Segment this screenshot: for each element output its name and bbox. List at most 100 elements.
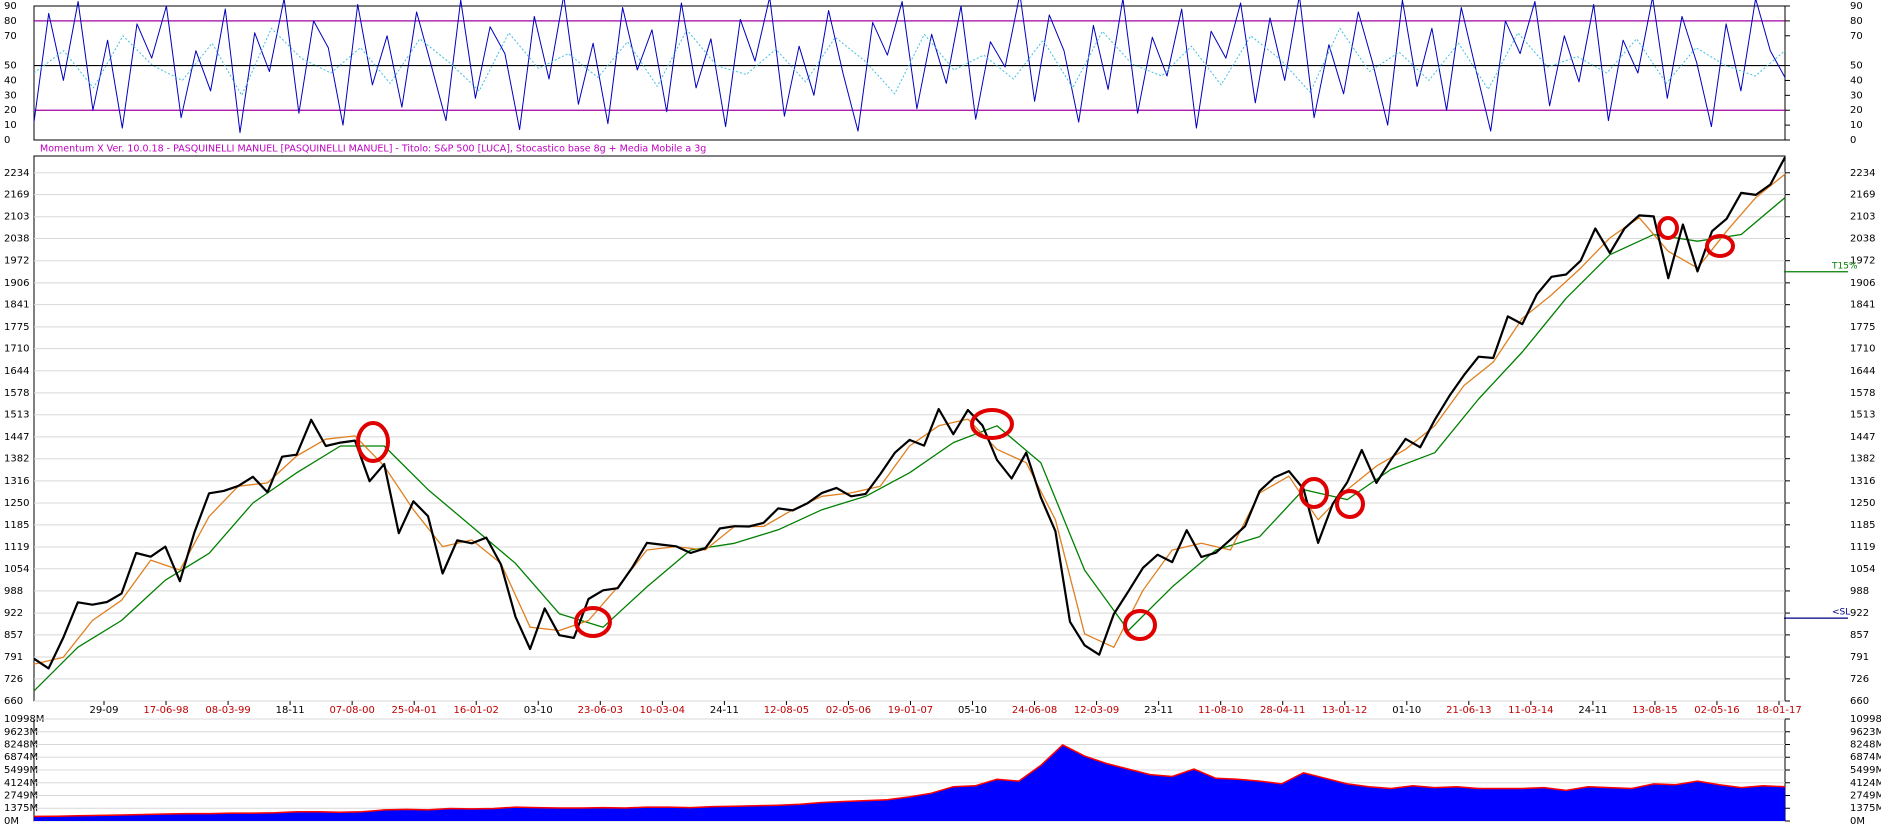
y-tick-label: 1250 bbox=[4, 498, 29, 509]
y-tick-label: 5499M bbox=[4, 765, 38, 776]
x-tick-label: 24-11 bbox=[710, 705, 739, 716]
y-tick-label: 1119 bbox=[4, 542, 29, 553]
y-tick-label: 857 bbox=[4, 630, 23, 641]
x-tick-label: 18-11 bbox=[276, 705, 305, 716]
y-tick-label-right: 0 bbox=[1850, 135, 1856, 146]
series-line bbox=[33, 156, 1786, 670]
y-tick-label: 10 bbox=[4, 120, 17, 131]
y-tick-label-right: 5499M bbox=[1850, 765, 1881, 776]
y-tick-label: 0M bbox=[4, 816, 19, 825]
x-tick-label: 17-06-98 bbox=[143, 705, 188, 716]
y-tick-label: 1775 bbox=[4, 322, 29, 333]
y-tick-label: 1644 bbox=[4, 366, 29, 377]
y-tick-label-right: 1513 bbox=[1850, 410, 1875, 421]
y-tick-label-right: 1578 bbox=[1850, 388, 1875, 399]
y-tick-label: 791 bbox=[4, 652, 23, 663]
x-tick-label: 23-11 bbox=[1144, 705, 1173, 716]
y-tick-label-right: 660 bbox=[1850, 696, 1869, 707]
x-tick-label: 19-01-07 bbox=[888, 705, 933, 716]
y-tick-label-right: 1250 bbox=[1850, 498, 1875, 509]
x-tick-label: 12-08-05 bbox=[764, 705, 809, 716]
y-tick-label: 2169 bbox=[4, 190, 29, 201]
y-tick-label: 1316 bbox=[4, 476, 29, 487]
y-tick-label-right: 90 bbox=[1850, 1, 1863, 12]
y-tick-label: 1375M bbox=[4, 803, 38, 814]
y-tick-label-right: 50 bbox=[1850, 61, 1863, 72]
y-tick-label: 8248M bbox=[4, 740, 38, 751]
level-marker-label: <SL bbox=[1832, 608, 1850, 618]
y-tick-label: 2234 bbox=[4, 168, 29, 179]
y-tick-label: 988 bbox=[4, 586, 23, 597]
y-tick-label: 80 bbox=[4, 16, 17, 27]
y-tick-label: 9623M bbox=[4, 727, 38, 738]
series-line bbox=[33, 0, 1786, 134]
y-tick-label: 2749M bbox=[4, 791, 38, 802]
x-tick-label: 23-06-03 bbox=[578, 705, 623, 716]
x-tick-label: 05-10 bbox=[958, 705, 987, 716]
y-tick-label: 70 bbox=[4, 31, 17, 42]
y-tick-label: 4124M bbox=[4, 778, 38, 789]
y-tick-label-right: 70 bbox=[1850, 31, 1863, 42]
y-tick-label-right: 1447 bbox=[1850, 432, 1875, 443]
y-tick-label-right: 20 bbox=[1850, 105, 1863, 116]
x-tick-label: 03-10 bbox=[524, 705, 553, 716]
series-line bbox=[33, 27, 1786, 96]
y-tick-label-right: 1375M bbox=[1850, 803, 1881, 814]
level-marker-label: T15% bbox=[1831, 261, 1858, 271]
y-tick-label-right: 4124M bbox=[1850, 778, 1881, 789]
y-tick-label: 1185 bbox=[4, 520, 29, 531]
y-tick-label-right: 1775 bbox=[1850, 322, 1875, 333]
y-tick-label: 726 bbox=[4, 674, 23, 685]
y-tick-label: 1906 bbox=[4, 278, 29, 289]
y-tick-label-right: 40 bbox=[1850, 75, 1863, 86]
circle bbox=[1123, 609, 1157, 641]
y-tick-label: 2103 bbox=[4, 212, 29, 223]
y-tick-label: 0 bbox=[4, 135, 10, 146]
y-tick-label: 20 bbox=[4, 105, 17, 116]
x-tick-label: 13-08-15 bbox=[1632, 705, 1677, 716]
y-tick-label-right: 1710 bbox=[1850, 344, 1875, 355]
y-tick-label-right: 9623M bbox=[1850, 727, 1881, 738]
y-tick-label: 1054 bbox=[4, 564, 29, 575]
series-line bbox=[33, 197, 1786, 692]
circle bbox=[1657, 216, 1679, 240]
y-tick-label-right: 1119 bbox=[1850, 542, 1875, 553]
volume-area bbox=[34, 744, 1785, 821]
x-tick-label: 25-04-01 bbox=[391, 705, 436, 716]
y-tick-label-right: 857 bbox=[1850, 630, 1869, 641]
y-tick-label-right: 1316 bbox=[1850, 476, 1875, 487]
y-tick-label-right: 2103 bbox=[1850, 212, 1875, 223]
y-tick-label-right: 8248M bbox=[1850, 740, 1881, 751]
x-tick-label: 16-01-02 bbox=[454, 705, 499, 716]
y-tick-label: 922 bbox=[4, 608, 23, 619]
series-line bbox=[33, 173, 1786, 665]
panel-caption: Momentum X Ver. 10.0.18 - PASQUINELLI MA… bbox=[40, 144, 706, 155]
y-tick-label-right: 1972 bbox=[1850, 256, 1875, 267]
circle bbox=[1335, 489, 1365, 519]
y-tick-label-right: 1841 bbox=[1850, 300, 1875, 311]
y-tick-label-right: 988 bbox=[1850, 586, 1869, 597]
y-tick-label-right: 2749M bbox=[1850, 791, 1881, 802]
y-tick-label: 1578 bbox=[4, 388, 29, 399]
y-tick-label: 90 bbox=[4, 1, 17, 12]
y-tick-label-right: 1644 bbox=[1850, 366, 1875, 377]
circle bbox=[356, 421, 390, 463]
y-tick-label: 50 bbox=[4, 61, 17, 72]
y-tick-label-right: 6874M bbox=[1850, 752, 1881, 763]
circle bbox=[1299, 477, 1329, 509]
y-tick-label-right: 2038 bbox=[1850, 234, 1875, 245]
x-tick-label: 02-05-16 bbox=[1694, 705, 1739, 716]
x-tick-label: 24-06-08 bbox=[1012, 705, 1057, 716]
x-tick-label: 07-08-00 bbox=[329, 705, 374, 716]
y-tick-label: 40 bbox=[4, 75, 17, 86]
circle bbox=[574, 606, 612, 638]
y-tick-label-right: 10998M bbox=[1850, 714, 1881, 725]
circle bbox=[1705, 234, 1735, 258]
annotation-circles bbox=[356, 216, 1735, 641]
x-tick-label: 13-01-12 bbox=[1322, 705, 1367, 716]
y-tick-label: 10998M bbox=[4, 714, 44, 725]
y-tick-label: 1382 bbox=[4, 454, 29, 465]
y-tick-label-right: 80 bbox=[1850, 16, 1863, 27]
x-tick-label: 24-11 bbox=[1578, 705, 1607, 716]
